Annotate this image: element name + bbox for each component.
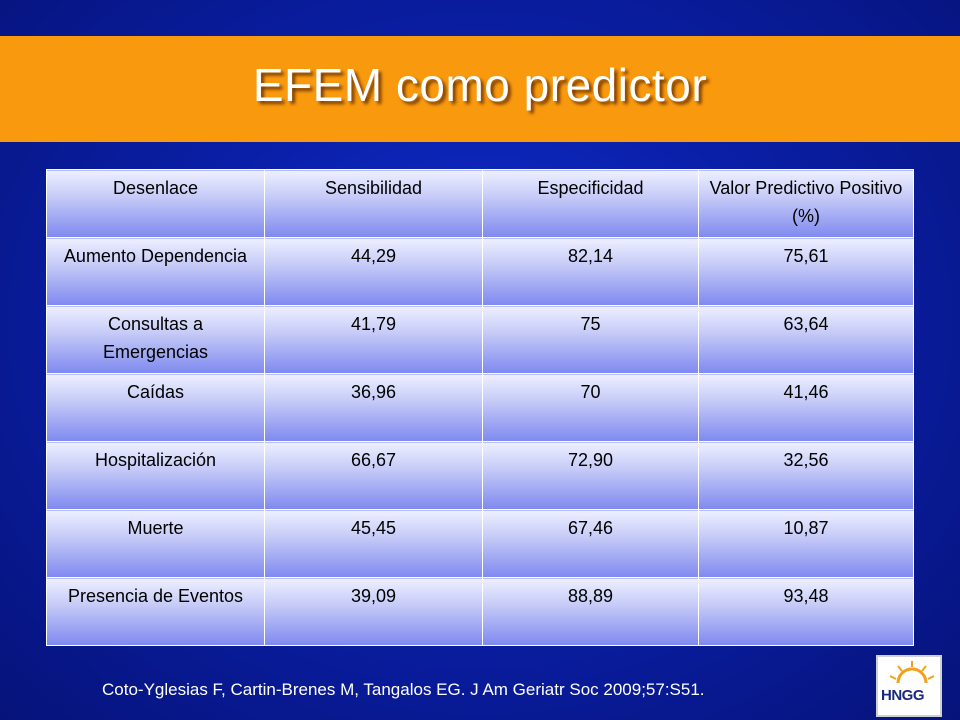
results-table: Desenlace Sensibilidad Especificidad Val… [46, 169, 914, 646]
ppv-cell: 10,87 [698, 509, 914, 578]
table-row: Muerte 45,45 67,46 10,87 [46, 509, 914, 578]
specificity-cell: 88,89 [482, 577, 699, 646]
header-cell: Sensibilidad [264, 169, 483, 238]
specificity-cell: 72,90 [482, 441, 699, 510]
logo-wordmark: HNGG [881, 687, 925, 704]
hospital-logo: HNGG [876, 655, 942, 717]
outcome-cell: Consultas a Emergencias [46, 305, 265, 374]
outcome-cell: Muerte [46, 509, 265, 578]
outcome-cell: Aumento Dependencia [46, 237, 265, 306]
table-row: Caídas 36,96 70 41,46 [46, 373, 914, 442]
table-row: Presencia de Eventos 39,09 88,89 93,48 [46, 577, 914, 646]
sensitivity-cell: 45,45 [264, 509, 483, 578]
specificity-cell: 70 [482, 373, 699, 442]
sensitivity-cell: 41,79 [264, 305, 483, 374]
sensitivity-cell: 36,96 [264, 373, 483, 442]
table-header-row: Desenlace Sensibilidad Especificidad Val… [46, 169, 914, 238]
header-cell: Desenlace [46, 169, 265, 238]
sensitivity-cell: 39,09 [264, 577, 483, 646]
header-cell: Especificidad [482, 169, 699, 238]
ppv-cell: 63,64 [698, 305, 914, 374]
table-row: Consultas a Emergencias 41,79 75 63,64 [46, 305, 914, 374]
outcome-cell: Hospitalización [46, 441, 265, 510]
logo-sun-icon [889, 661, 935, 684]
ppv-cell: 75,61 [698, 237, 914, 306]
outcome-cell: Presencia de Eventos [46, 577, 265, 646]
specificity-cell: 75 [482, 305, 699, 374]
specificity-cell: 82,14 [482, 237, 699, 306]
title-band: EFEM como predictor [0, 36, 960, 142]
sensitivity-cell: 44,29 [264, 237, 483, 306]
outcome-cell: Caídas [46, 373, 265, 442]
sensitivity-cell: 66,67 [264, 441, 483, 510]
ppv-cell: 93,48 [698, 577, 914, 646]
ppv-cell: 32,56 [698, 441, 914, 510]
table-row: Aumento Dependencia 44,29 82,14 75,61 [46, 237, 914, 306]
table-row: Hospitalización 66,67 72,90 32,56 [46, 441, 914, 510]
specificity-cell: 67,46 [482, 509, 699, 578]
header-cell: Valor Predictivo Positivo (%) [698, 169, 914, 238]
citation: Coto-Yglesias F, Cartin-Brenes M, Tangal… [102, 680, 705, 699]
slide-title: EFEM como predictor [252, 59, 708, 111]
ppv-cell: 41,46 [698, 373, 914, 442]
